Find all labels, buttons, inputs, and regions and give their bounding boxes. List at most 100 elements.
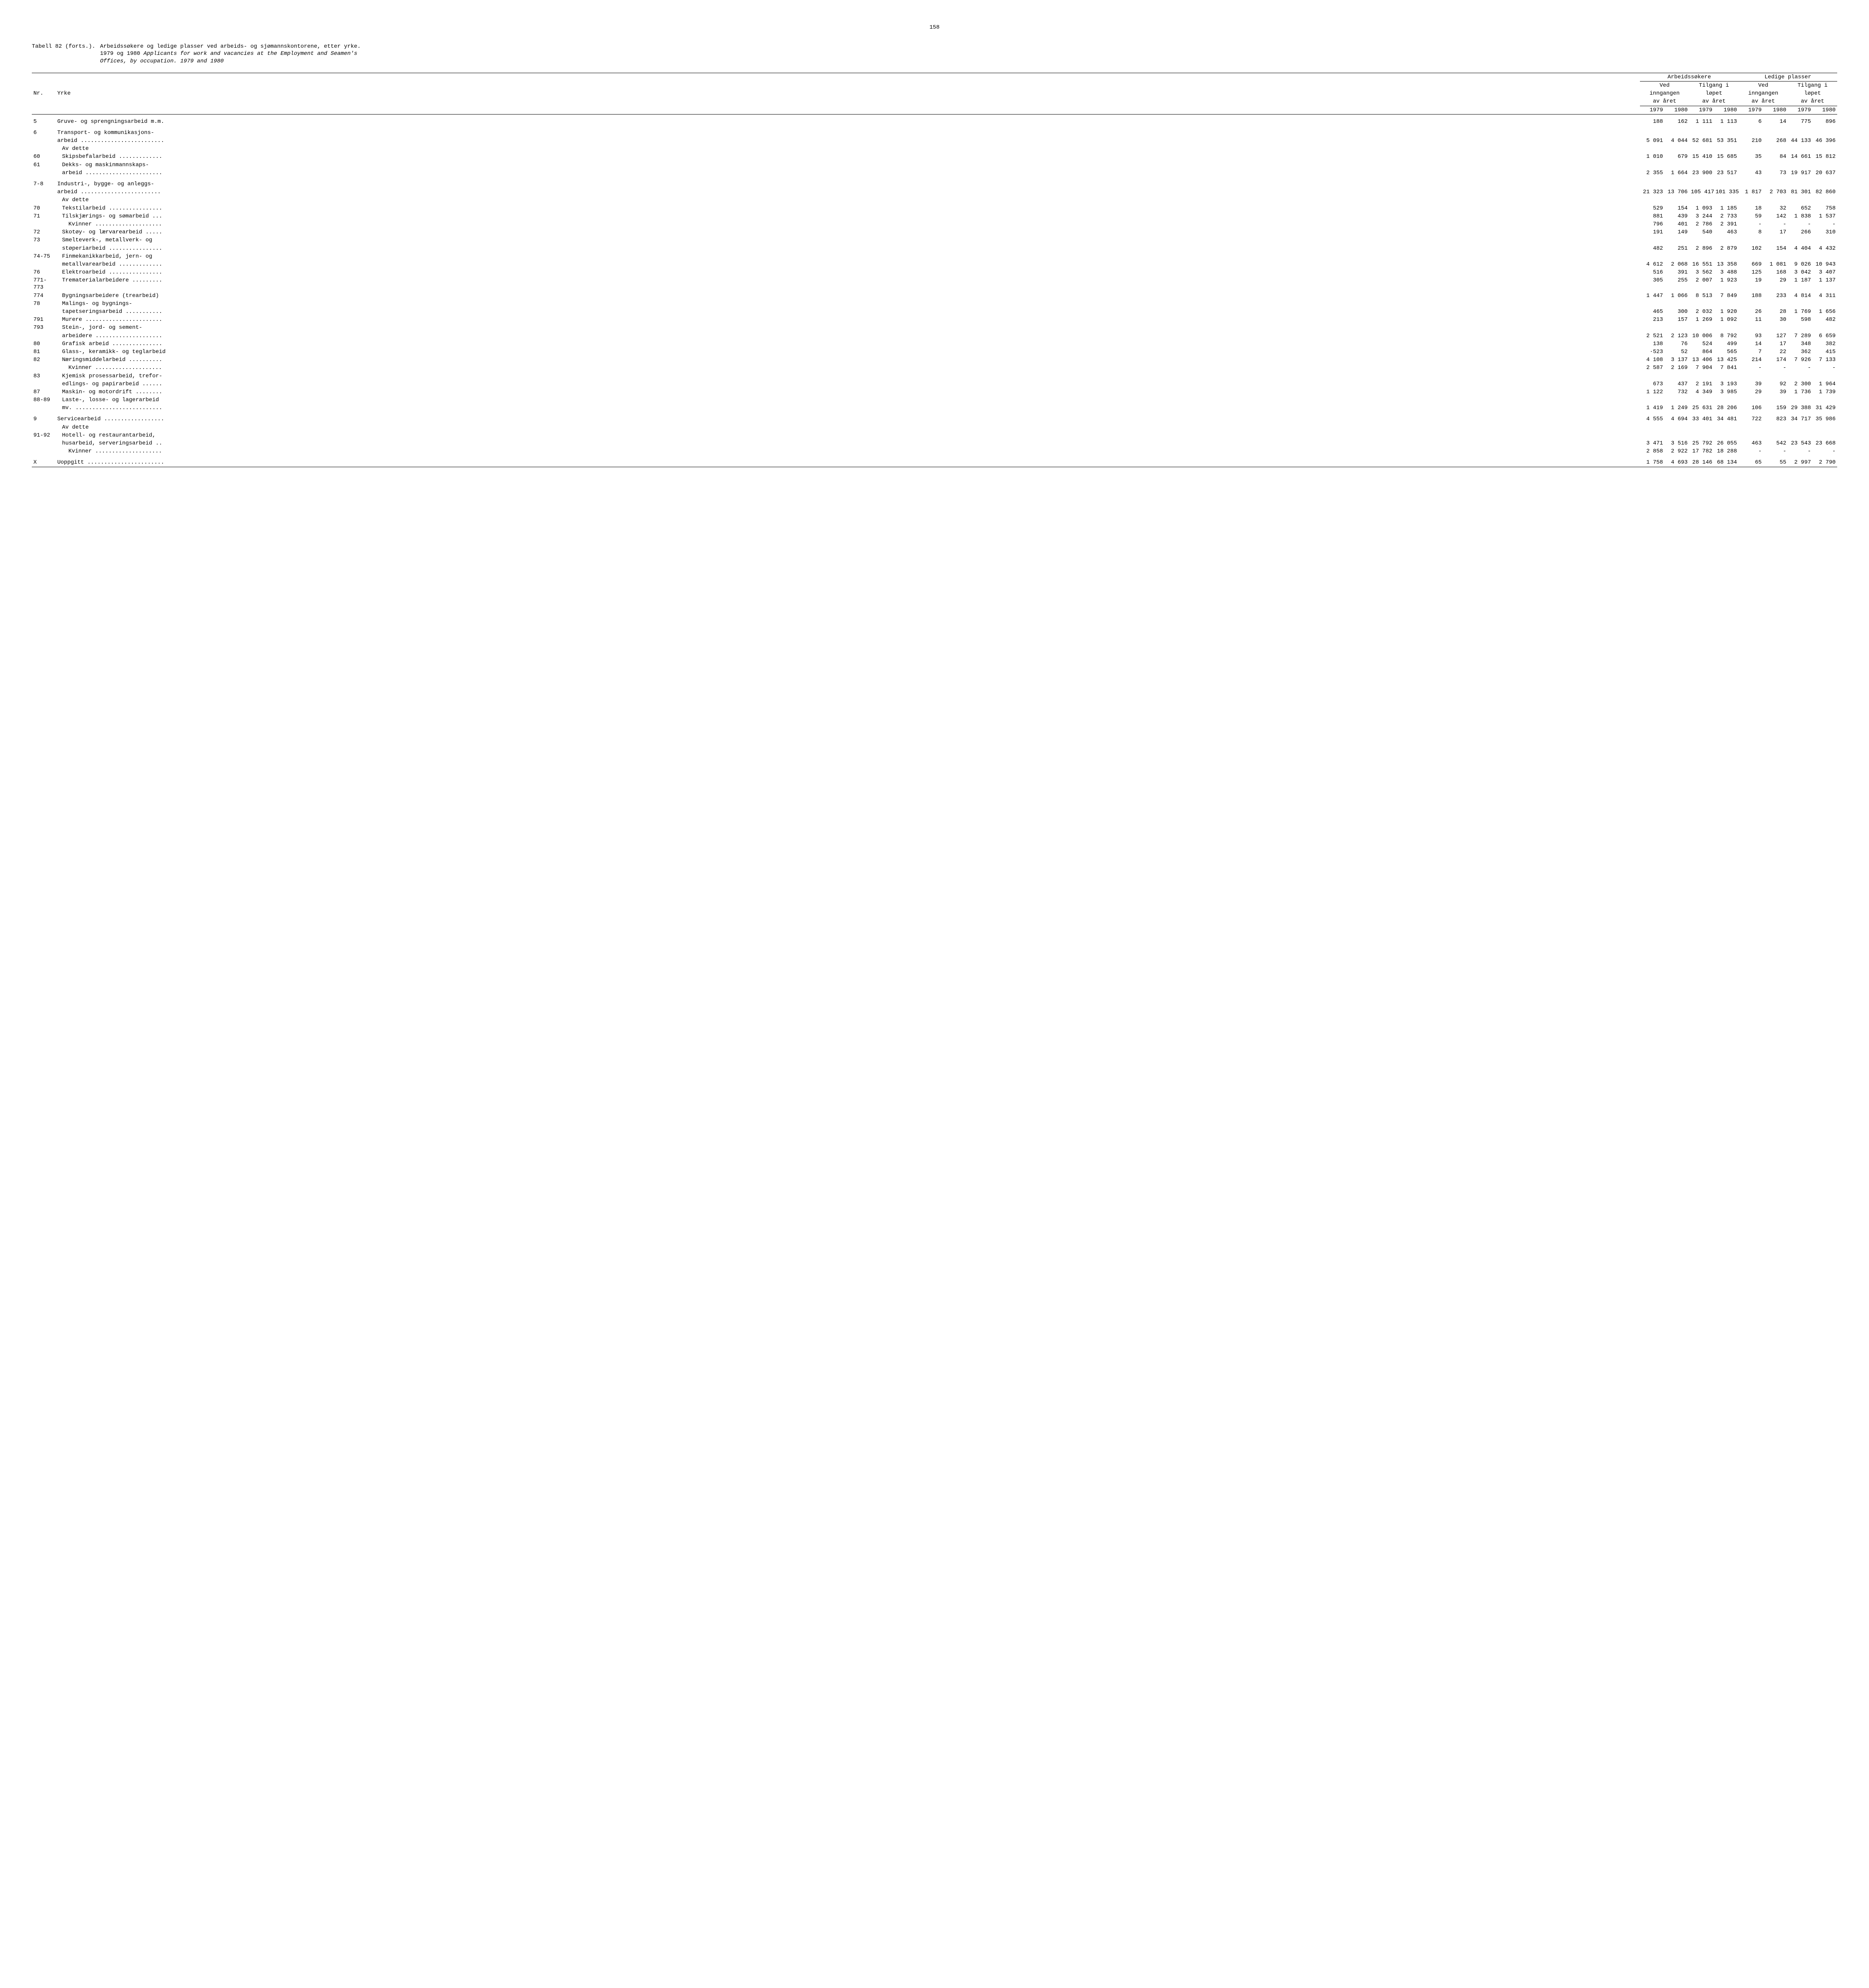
cell-value: 1 923 <box>1714 276 1739 291</box>
cell-value <box>1665 324 1689 332</box>
cell-label: Kvinner .................... <box>56 364 1640 372</box>
cell-value: - <box>1739 364 1763 372</box>
cell-value: 7 133 <box>1813 356 1837 364</box>
table-row: 81Glass-, keramikk- og teglarbeid·523528… <box>32 348 1837 356</box>
cell-value <box>1813 423 1837 431</box>
cell-nr <box>32 145 56 153</box>
cell-value <box>1689 161 1714 169</box>
cell-value: - <box>1813 364 1837 372</box>
table-row: 793Stein-, jord- og sement- <box>32 324 1837 332</box>
hdr-ved2: Ved <box>1739 81 1788 89</box>
cell-value <box>1763 236 1788 244</box>
cell-value <box>1689 423 1714 431</box>
cell-value: 35 986 <box>1813 415 1837 423</box>
hdr-1979-2: 1979 <box>1689 106 1714 114</box>
cell-value <box>1665 372 1689 380</box>
cell-value: 382 <box>1813 340 1837 348</box>
cell-value: 20 637 <box>1813 169 1837 177</box>
cell-nr: 71 <box>32 212 56 220</box>
cell-value: 25 631 <box>1689 404 1714 412</box>
hdr-avaret4: av året <box>1788 97 1837 106</box>
cell-value: 26 <box>1739 308 1763 316</box>
cell-label: edlings- og papirarbeid ...... <box>56 380 1640 388</box>
cell-value: 52 681 <box>1689 137 1714 145</box>
cell-value <box>1788 372 1813 380</box>
cell-value: 437 <box>1665 380 1689 388</box>
cell-label: Servicearbeid .................. <box>56 415 1640 423</box>
table-row: 791Murere .......................2131571… <box>32 316 1837 324</box>
cell-value: 149 <box>1665 228 1689 236</box>
cell-nr: 61 <box>32 161 56 169</box>
cell-value: 11 <box>1739 316 1763 324</box>
cell-value: 7 904 <box>1689 364 1714 372</box>
cell-value: 73 <box>1763 169 1788 177</box>
cell-nr: 80 <box>32 340 56 348</box>
cell-label: Malings- og bygnings- <box>56 300 1640 308</box>
cell-value: 3 407 <box>1813 268 1837 276</box>
cell-value <box>1714 324 1739 332</box>
hdr-lopet1: løpet <box>1689 89 1739 97</box>
cell-label: Maskin- og motordrift ........ <box>56 388 1640 396</box>
hdr-lopet2: løpet <box>1788 89 1837 97</box>
cell-value: 499 <box>1714 340 1739 348</box>
table-row: 9Servicearbeid ..................4 5554 … <box>32 415 1837 423</box>
cell-value: 1 187 <box>1788 276 1813 291</box>
table-row: 73Smelteverk-, metallverk- og <box>32 236 1837 244</box>
cell-value: 251 <box>1665 245 1689 252</box>
hdr-1979-4: 1979 <box>1788 106 1813 114</box>
cell-value: 864 <box>1689 348 1714 356</box>
cell-label: Uoppgitt ....................... <box>56 458 1640 467</box>
cell-value <box>1813 372 1837 380</box>
cell-label: arbeid ....................... <box>56 169 1640 177</box>
cell-label: Tekstilarbeid ................ <box>56 204 1640 212</box>
cell-value <box>1640 196 1665 204</box>
cell-nr: 9 <box>32 415 56 423</box>
cell-nr: 87 <box>32 388 56 396</box>
hdr-1980-1: 1980 <box>1665 106 1689 114</box>
cell-value: 9 026 <box>1788 260 1813 268</box>
cell-value <box>1689 145 1714 153</box>
table-row: 80Grafisk arbeid ...............13876524… <box>32 340 1837 348</box>
cell-value: 310 <box>1813 228 1837 236</box>
cell-value: 4 612 <box>1640 260 1665 268</box>
cell-value: 53 351 <box>1714 137 1739 145</box>
cell-value <box>1714 300 1739 308</box>
table-row: 82Næringsmiddelarbeid ..........4 1083 1… <box>32 356 1837 364</box>
cell-value <box>1640 300 1665 308</box>
cell-value <box>1689 431 1714 439</box>
cell-nr: 88-89 <box>32 396 56 404</box>
hdr-tilgang1: Tilgang i <box>1689 81 1739 89</box>
cell-value <box>1813 196 1837 204</box>
cell-value <box>1739 161 1763 169</box>
cell-label: Trematerialarbeidere ......... <box>56 276 1640 291</box>
hdr-inngangen1: inngangen <box>1640 89 1689 97</box>
cell-value: 154 <box>1763 245 1788 252</box>
table-row: 78Malings- og bygnings- <box>32 300 1837 308</box>
cell-value: 65 <box>1739 458 1763 467</box>
cell-value: 3 516 <box>1665 439 1689 447</box>
cell-value: 1 093 <box>1689 204 1714 212</box>
table-row: husarbeid, serveringsarbeid ..3 4713 516… <box>32 439 1837 447</box>
cell-value: 881 <box>1640 212 1665 220</box>
table-row: tapetseringsarbeid ...........4653002 03… <box>32 308 1837 316</box>
cell-value <box>1813 161 1837 169</box>
cell-value <box>1689 129 1714 137</box>
cell-value: 796 <box>1640 220 1665 228</box>
cell-value <box>1763 196 1788 204</box>
cell-value: 679 <box>1665 153 1689 161</box>
cell-value <box>1640 161 1665 169</box>
cell-value: 191 <box>1640 228 1665 236</box>
table-row: 83Kjemisk prosessarbeid, trefor- <box>32 372 1837 380</box>
cell-label: mv. .......................... <box>56 404 1640 412</box>
hdr-nr: Nr. <box>32 89 56 97</box>
cell-value: 3 244 <box>1689 212 1714 220</box>
cell-value: 106 <box>1739 404 1763 412</box>
cell-value <box>1739 145 1763 153</box>
cell-value: 23 517 <box>1714 169 1739 177</box>
cell-value: 33 401 <box>1689 415 1714 423</box>
cell-value <box>1665 196 1689 204</box>
cell-nr <box>32 380 56 388</box>
cell-value: 5 091 <box>1640 137 1665 145</box>
table-row: arbeidere ....................2 5212 123… <box>32 332 1837 340</box>
cell-value <box>1739 129 1763 137</box>
